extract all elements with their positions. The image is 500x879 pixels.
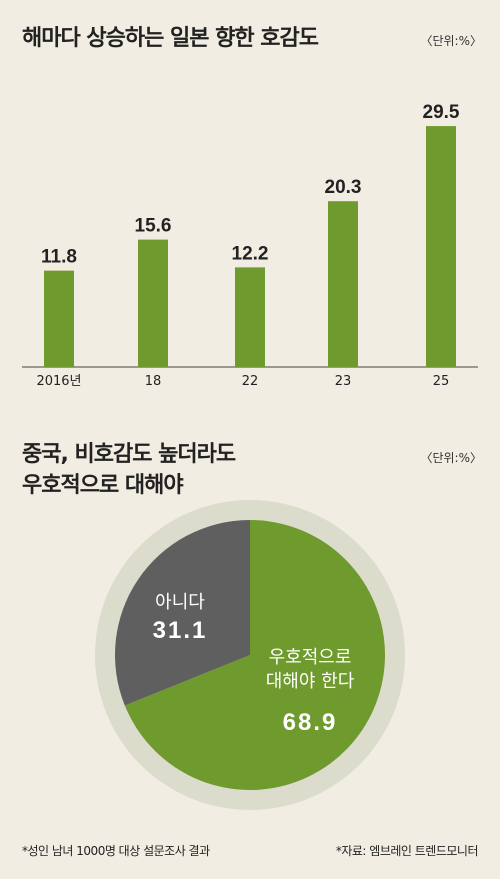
bar-chart-unit: 〈단위:%〉 <box>420 34 482 48</box>
pie-slice-label-0-1: 대해야 한다 <box>266 671 355 692</box>
bar-4 <box>426 126 456 367</box>
bar-value-label-1: 15.6 <box>135 216 172 237</box>
pie-slice-value-0: 68.9 <box>283 709 338 736</box>
bar-1 <box>138 239 168 367</box>
bar-category-label-3: 23 <box>335 374 352 389</box>
bar-value-label-3: 20.3 <box>325 177 362 198</box>
pie-chart-title-line-1: 중국, 비호감도 높더라도 <box>22 442 236 467</box>
footnote-survey: *성인 남녀 1000명 대상 설문조사 결과 <box>22 844 210 858</box>
pie-slice-1 <box>114 520 251 706</box>
bar-value-label-4: 29.5 <box>423 102 460 123</box>
bar-chart: 11.8 2016년 15.6 18 12.2 22 20.3 23 29.5 25 <box>22 102 478 389</box>
bar-chart-title: 해마다 상승하는 일본 향한 호감도 <box>22 26 319 51</box>
pie-chart-title-line-2: 우호적으로 대해야 <box>22 473 184 498</box>
bar-value-label-2: 12.2 <box>232 243 269 264</box>
pie-slice-label-1-0: 아니다 <box>155 592 205 613</box>
bar-3 <box>328 201 358 367</box>
bar-2 <box>235 267 265 367</box>
pie-slice-label-0-0: 우호적으로 <box>269 647 352 668</box>
bar-category-label-4: 25 <box>433 374 450 389</box>
footnote-source: *자료: 엠브레인 트렌드모니터 <box>335 844 479 858</box>
bar-value-label-0: 11.8 <box>41 247 77 268</box>
bar-category-label-1: 18 <box>145 374 162 389</box>
bar-category-label-2: 22 <box>242 374 259 389</box>
pie-chart-unit: 〈단위:%〉 <box>420 451 482 465</box>
bar-0 <box>44 270 74 367</box>
bar-category-label-0: 2016년 <box>36 374 81 389</box>
pie-slice-value-1: 31.1 <box>153 617 208 644</box>
pie-slice-0 <box>124 520 385 790</box>
